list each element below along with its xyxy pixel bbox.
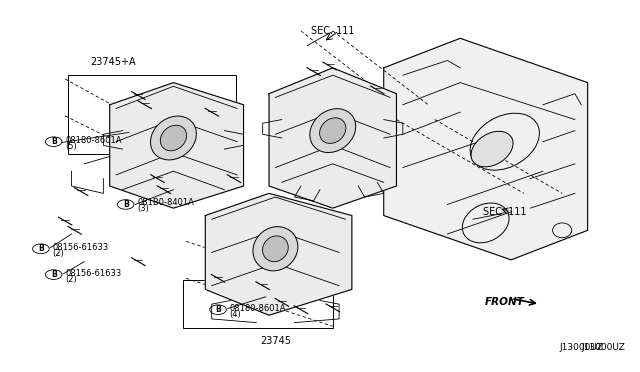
Text: 081B0-8401A: 081B0-8401A (137, 199, 194, 208)
Ellipse shape (310, 109, 356, 153)
Text: 08156-61633: 08156-61633 (65, 269, 122, 278)
Text: J13000UZ: J13000UZ (560, 343, 604, 352)
Ellipse shape (160, 125, 187, 151)
Polygon shape (205, 193, 352, 315)
Text: (4): (4) (230, 310, 241, 319)
Text: (5): (5) (65, 142, 77, 151)
Text: B: B (51, 270, 56, 279)
Ellipse shape (150, 116, 196, 160)
Text: B: B (123, 200, 129, 209)
Text: B: B (38, 244, 44, 253)
Text: B: B (215, 305, 221, 314)
Text: 08180-8601A: 08180-8601A (230, 304, 286, 313)
Text: 23745+A: 23745+A (90, 57, 136, 67)
Polygon shape (384, 38, 588, 260)
Bar (183, 280, 333, 328)
Text: (2): (2) (65, 275, 77, 283)
Text: SEC. 111: SEC. 111 (311, 26, 355, 36)
Text: 08156-61633: 08156-61633 (52, 243, 109, 252)
Ellipse shape (471, 131, 513, 167)
Ellipse shape (253, 227, 298, 271)
Text: FRONT: FRONT (485, 297, 525, 307)
Text: B: B (51, 137, 56, 146)
Ellipse shape (319, 118, 346, 144)
Text: 08180-8601A: 08180-8601A (65, 136, 122, 145)
Ellipse shape (262, 236, 288, 262)
Bar (68, 75, 236, 154)
Polygon shape (109, 83, 244, 208)
Text: J13000UZ: J13000UZ (582, 343, 625, 352)
Text: 23745: 23745 (260, 336, 291, 346)
Text: (3): (3) (137, 204, 149, 214)
Text: SEC. 111: SEC. 111 (483, 207, 527, 217)
Text: (2): (2) (52, 249, 64, 258)
Polygon shape (269, 68, 396, 208)
